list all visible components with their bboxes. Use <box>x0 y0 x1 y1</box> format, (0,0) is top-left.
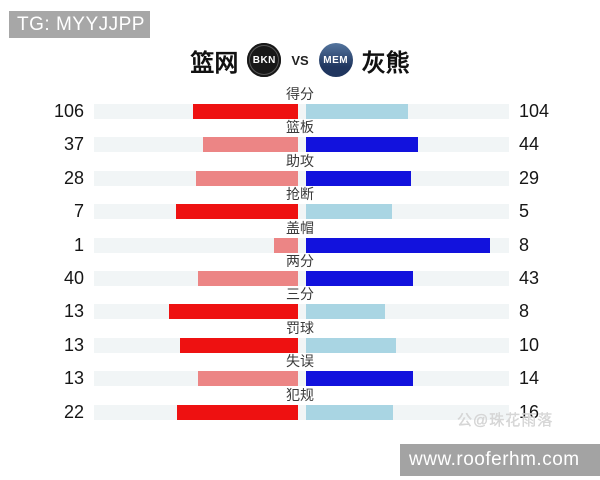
right-team-bar <box>305 204 392 220</box>
stat-row: 两分 40 43 <box>0 252 600 288</box>
stat-label: 失误 <box>286 353 314 370</box>
vs-label: VS <box>291 52 309 68</box>
stat-row: 失误 13 14 <box>0 353 600 389</box>
tg-badge: TG: MYYJJPP <box>9 11 150 38</box>
stat-label: 三分 <box>286 286 314 303</box>
bar-track <box>94 170 509 186</box>
left-team-value: 22 <box>63 401 84 422</box>
bar-track <box>94 137 509 153</box>
watermark-text: 公@珠花雨落 <box>457 412 554 429</box>
right-team-bar <box>305 104 409 119</box>
left-team-value: 28 <box>63 167 84 188</box>
tg-badge-text: TG: MYYJJPP <box>17 14 145 35</box>
left-team-value: 106 <box>53 101 84 121</box>
grizzlies-logo-abbr: MEM <box>323 54 349 66</box>
stat-bar-line: 13 8 <box>0 301 600 322</box>
stat-bar-line: 13 14 <box>0 368 600 389</box>
stat-row: 抢断 7 5 <box>0 186 600 222</box>
right-team-value: 8 <box>519 234 530 255</box>
left-team-bar <box>176 204 298 220</box>
stat-label: 盖帽 <box>286 219 314 236</box>
right-team-bar <box>305 170 412 186</box>
right-team-value: 104 <box>519 101 550 121</box>
bar-track <box>94 270 509 286</box>
stat-bar-line: 7 5 <box>0 201 600 222</box>
right-team-bar <box>305 304 385 320</box>
match-header: 篮网 BKN VS MEM 灰熊 <box>0 41 600 79</box>
bar-track <box>94 304 509 320</box>
left-team-bar <box>177 404 298 420</box>
right-team-value: 44 <box>519 134 540 155</box>
right-team-value: 10 <box>519 334 540 355</box>
stat-bar-line: 22 16 <box>0 401 600 422</box>
stat-bar-line: 13 10 <box>0 334 600 355</box>
stat-label: 两分 <box>286 252 314 269</box>
stat-label: 抢断 <box>286 186 314 203</box>
stat-label: 罚球 <box>286 319 314 336</box>
left-team-bar <box>195 170 298 186</box>
bar-track <box>94 204 509 220</box>
right-team-value: 5 <box>519 201 530 222</box>
stat-row: 篮板 37 44 <box>0 119 600 155</box>
stat-row: 助攻 28 29 <box>0 152 600 188</box>
left-team-bar <box>274 237 298 253</box>
stat-row: 三分 13 8 <box>0 286 600 322</box>
right-team-value: 43 <box>519 267 540 288</box>
stat-row: 盖帽 1 8 <box>0 219 600 255</box>
left-team-bar <box>202 137 298 153</box>
bar-track <box>94 337 509 353</box>
right-team-value: 14 <box>519 368 540 389</box>
nets-logo-abbr: BKN <box>252 54 276 66</box>
stat-label: 篮板 <box>286 119 314 136</box>
right-team-bar <box>305 337 396 353</box>
stat-label: 犯规 <box>286 386 314 403</box>
left-team-bar <box>197 371 298 387</box>
right-team-bar <box>305 404 393 420</box>
right-team-bar <box>305 270 413 286</box>
stat-row: 犯规 22 16 <box>0 386 600 422</box>
left-team-bar <box>197 270 298 286</box>
left-team-bar <box>192 104 298 119</box>
bar-track <box>94 404 509 420</box>
stat-bar-line: 28 29 <box>0 167 600 188</box>
right-team-bar <box>305 137 419 153</box>
left-team-value: 40 <box>63 267 84 288</box>
stat-label: 助攻 <box>286 152 314 169</box>
right-team-value: 29 <box>519 167 540 188</box>
left-team-bar <box>169 304 298 320</box>
left-team-bar <box>180 337 298 353</box>
left-team-value: 13 <box>63 368 84 389</box>
bar-track <box>94 104 509 119</box>
left-team-value: 7 <box>73 201 84 222</box>
bar-track <box>94 371 509 387</box>
footer-banner: www.rooferhm.com <box>400 444 600 476</box>
right-team-value: 8 <box>519 301 530 322</box>
stats-list: 得分 106 104 篮板 37 44 助攻 28 <box>0 86 600 422</box>
nets-logo-icon: BKN <box>247 43 282 77</box>
bar-track <box>94 237 509 253</box>
stat-bar-line: 40 43 <box>0 267 600 288</box>
left-team-value: 13 <box>63 334 84 355</box>
footer-url: www.rooferhm.com <box>409 449 580 470</box>
left-team-name: 篮网 <box>190 49 239 77</box>
left-team-value: 13 <box>63 301 84 322</box>
right-team-bar <box>305 371 414 387</box>
grizzlies-logo-icon: MEM <box>318 43 353 77</box>
right-team-value: 16 <box>519 401 540 422</box>
left-team-value: 37 <box>63 134 84 155</box>
right-team-bar <box>305 237 490 253</box>
right-team-name: 灰熊 <box>361 49 410 77</box>
stat-row: 得分 106 104 <box>0 86 600 121</box>
stat-bar-line: 1 8 <box>0 234 600 255</box>
stat-bar-line: 106 104 <box>0 101 600 121</box>
stat-label: 得分 <box>286 86 314 102</box>
left-team-value: 1 <box>73 234 84 255</box>
stat-bar-line: 37 44 <box>0 134 600 155</box>
stat-row: 罚球 13 10 <box>0 319 600 355</box>
